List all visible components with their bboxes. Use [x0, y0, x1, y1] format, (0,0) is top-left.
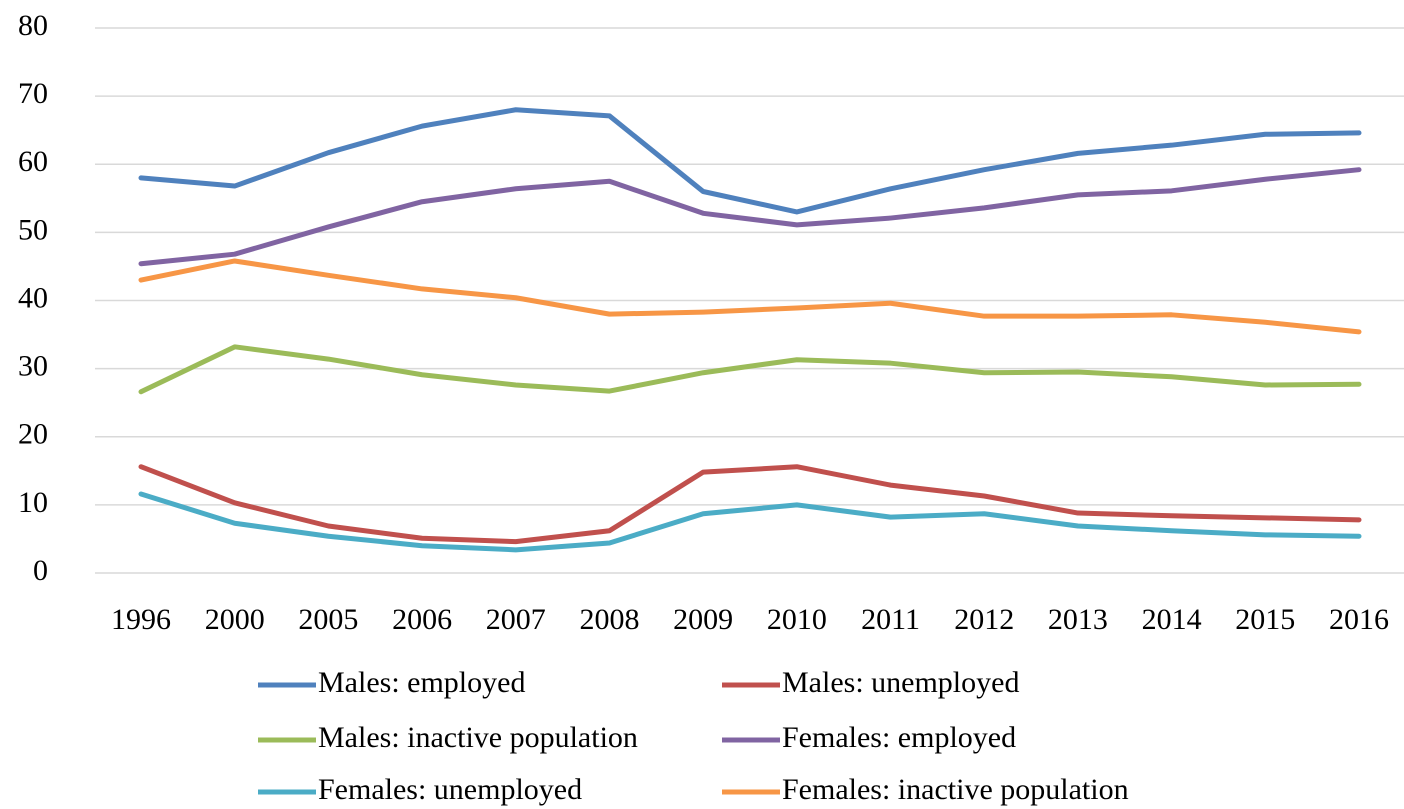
x-tick-label: 2015 [1235, 603, 1295, 636]
legend-label: Males: inactive population [318, 721, 638, 754]
y-tick-label: 0 [33, 554, 48, 587]
y-tick-label: 80 [18, 9, 48, 42]
legend-label: Males: unemployed [782, 666, 1019, 699]
series-line [138, 491, 1362, 553]
x-tick-label: 2000 [205, 603, 265, 636]
legend-label: Males: employed [318, 666, 525, 699]
y-tick-label: 10 [18, 486, 48, 519]
x-tick-label: 2012 [954, 603, 1014, 636]
x-tick-label: 2009 [673, 603, 733, 636]
x-tick-label: 2007 [486, 603, 546, 636]
y-tick-label: 50 [18, 213, 48, 246]
y-tick-label: 60 [18, 145, 48, 178]
x-tick-label: 2014 [1142, 603, 1202, 636]
series-line [138, 167, 1362, 267]
x-tick-label: 2006 [392, 603, 452, 636]
y-tick-label: 40 [18, 281, 48, 314]
x-tick-label: 2011 [861, 603, 920, 636]
x-tick-label: 2005 [298, 603, 358, 636]
y-tick-label: 30 [18, 350, 48, 383]
x-tick-label: 2016 [1329, 603, 1389, 636]
x-tick-label: 1996 [111, 603, 171, 636]
legend-label: Females: employed [782, 721, 1016, 754]
legend-label: Females: inactive population [782, 773, 1129, 806]
series-line [138, 344, 1362, 395]
series-line [138, 464, 1362, 545]
x-tick-label: 2010 [767, 603, 827, 636]
x-tick-label: 2008 [579, 603, 639, 636]
series-line [138, 107, 1362, 215]
y-tick-label: 20 [18, 418, 48, 451]
y-tick-label: 70 [18, 77, 48, 110]
series-line [138, 258, 1362, 335]
x-tick-label: 2013 [1048, 603, 1108, 636]
legend-label: Females: unemployed [318, 773, 582, 806]
